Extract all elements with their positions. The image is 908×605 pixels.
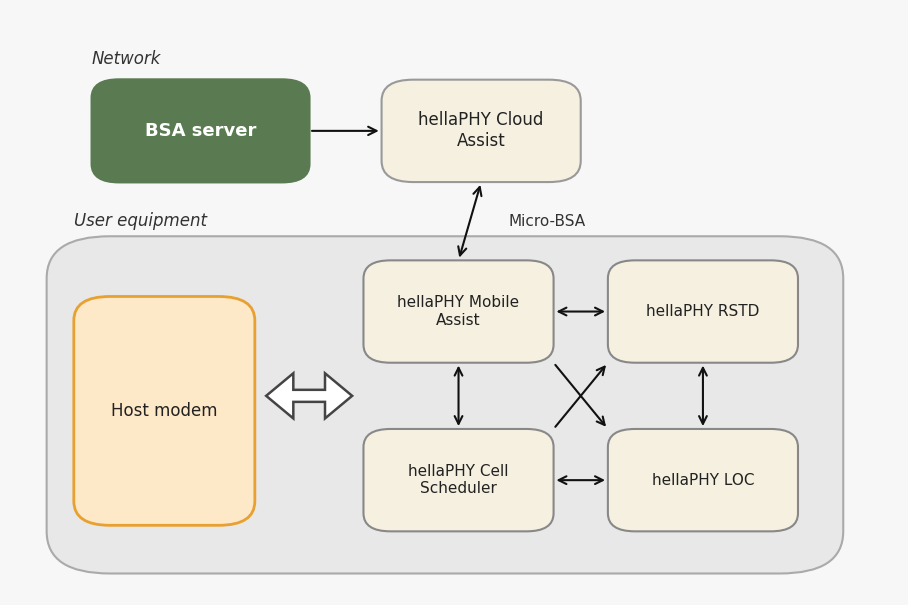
FancyBboxPatch shape: [74, 296, 255, 525]
FancyBboxPatch shape: [46, 237, 844, 574]
Text: BSA server: BSA server: [145, 122, 256, 140]
FancyBboxPatch shape: [607, 429, 798, 531]
Text: hellaPHY LOC: hellaPHY LOC: [652, 473, 755, 488]
Text: Micro-BSA: Micro-BSA: [508, 214, 586, 229]
FancyBboxPatch shape: [92, 80, 309, 182]
Polygon shape: [266, 373, 352, 419]
Text: hellaPHY Cloud
Assist: hellaPHY Cloud Assist: [419, 111, 544, 150]
FancyBboxPatch shape: [607, 260, 798, 363]
FancyBboxPatch shape: [363, 429, 554, 531]
FancyBboxPatch shape: [381, 80, 581, 182]
Text: Host modem: Host modem: [111, 402, 218, 420]
Text: hellaPHY Mobile
Assist: hellaPHY Mobile Assist: [398, 295, 519, 328]
Text: Network: Network: [92, 50, 162, 68]
Text: hellaPHY Cell
Scheduler: hellaPHY Cell Scheduler: [409, 464, 508, 496]
FancyBboxPatch shape: [363, 260, 554, 363]
Text: hellaPHY RSTD: hellaPHY RSTD: [646, 304, 760, 319]
Text: User equipment: User equipment: [74, 212, 207, 230]
